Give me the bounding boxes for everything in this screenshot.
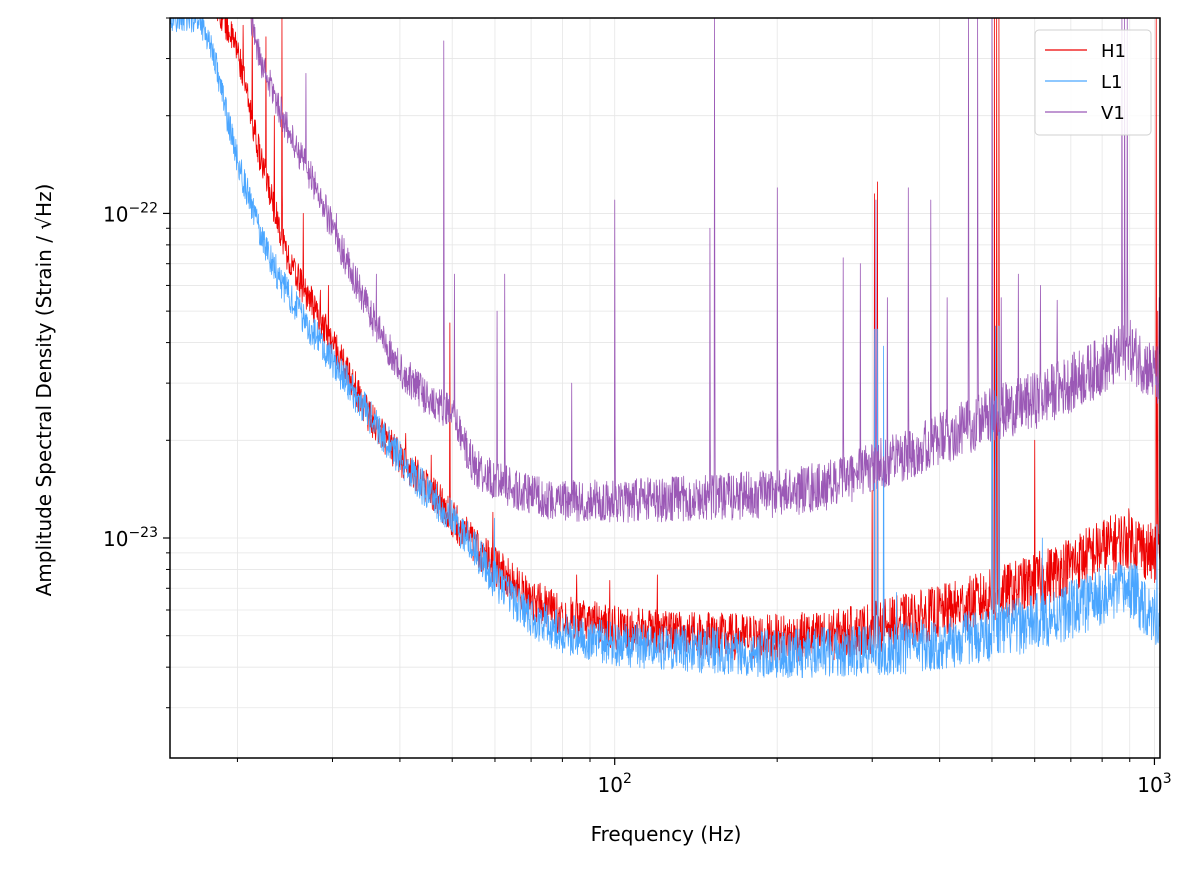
series-group	[170, 18, 1160, 679]
legend: H1 L1 V1	[1034, 29, 1152, 136]
legend-label-l1: L1	[1101, 72, 1122, 93]
x-tick-label: 102	[598, 771, 632, 797]
legend-label-v1: V1	[1101, 103, 1125, 124]
tick-labels: 102 103 10−22 10−23	[103, 200, 1172, 797]
y-tick-label: 10−22	[103, 200, 158, 226]
x-tick-label: 103	[1137, 771, 1171, 797]
x-axis-label: Frequency (Hz)	[591, 822, 742, 846]
y-tick-label: 10−23	[103, 525, 158, 551]
legend-box	[1034, 29, 1152, 136]
legend-label-h1: H1	[1101, 41, 1126, 62]
y-axis-label: Amplitude Spectral Density (Strain / √Hz…	[32, 184, 56, 597]
plot-frame	[169, 17, 1161, 759]
axes	[163, 17, 1161, 765]
series-line-v1	[248, 18, 1160, 523]
series-line-l1	[170, 18, 1160, 679]
